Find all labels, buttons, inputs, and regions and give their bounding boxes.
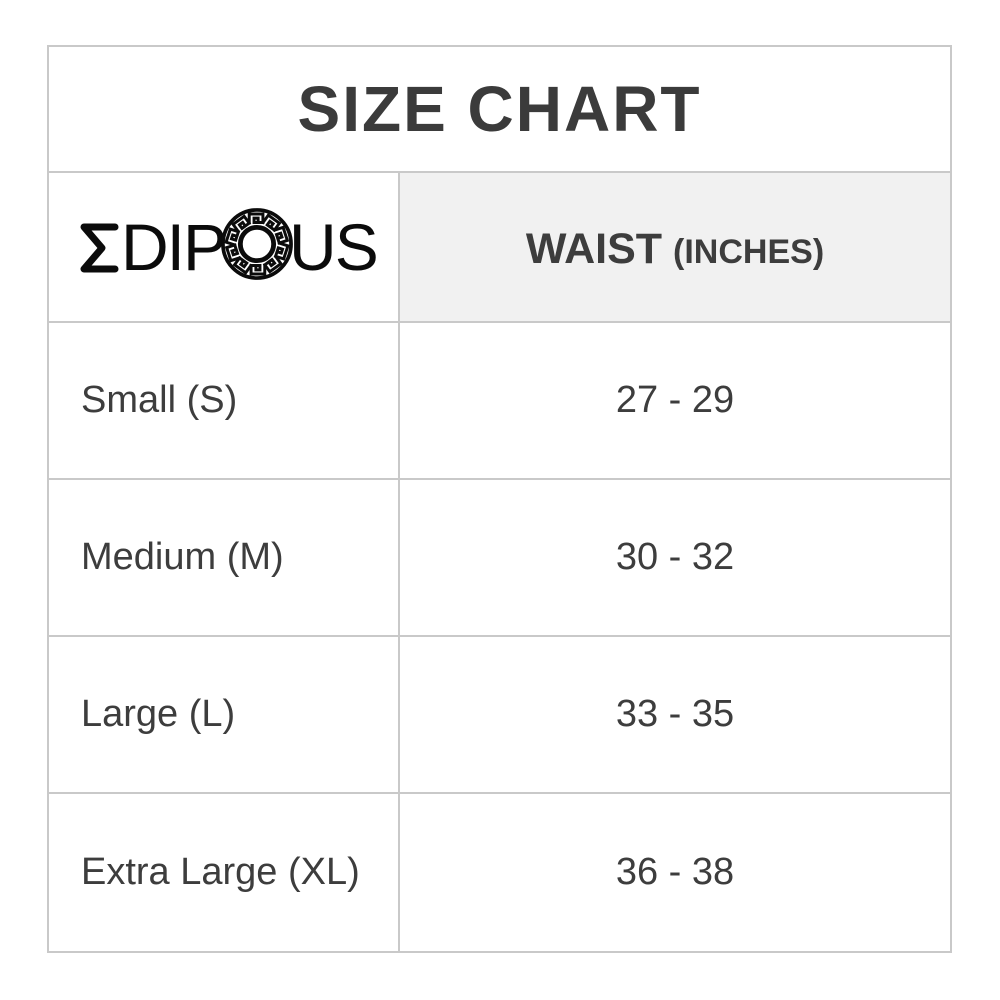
logo-text-right: US (289, 210, 379, 284)
waist-unit-label: (INCHES) (673, 233, 825, 271)
edipous-logo: DIP US (79, 208, 379, 285)
logo-text-left: DIP (121, 210, 227, 284)
table-row-small-size: Small (S) (49, 323, 400, 480)
waist-label: WAIST (525, 225, 663, 273)
page-title: SIZE CHART (49, 47, 950, 173)
table-row-xlarge-waist: 36 - 38 (615, 851, 735, 893)
table-row-xlarge-size: Extra Large (XL) (49, 794, 400, 951)
size-chart-table: SIZE CHART DIP (47, 45, 952, 953)
waist-column-header: WAIST (INCHES) (400, 173, 950, 323)
table-row-large-size: Large (L) (49, 637, 400, 794)
brand-header-cell: DIP US (49, 173, 400, 323)
table-row-large-waist: 33 - 35 (400, 637, 950, 794)
meander-o-icon (221, 208, 293, 280)
sigma-letter-icon (80, 223, 119, 273)
table-row-small-waist: 27 - 29 (400, 323, 950, 480)
table-row-medium-size: Medium (M) (49, 480, 400, 637)
table-row-medium-waist: 30 - 32 (400, 480, 950, 637)
